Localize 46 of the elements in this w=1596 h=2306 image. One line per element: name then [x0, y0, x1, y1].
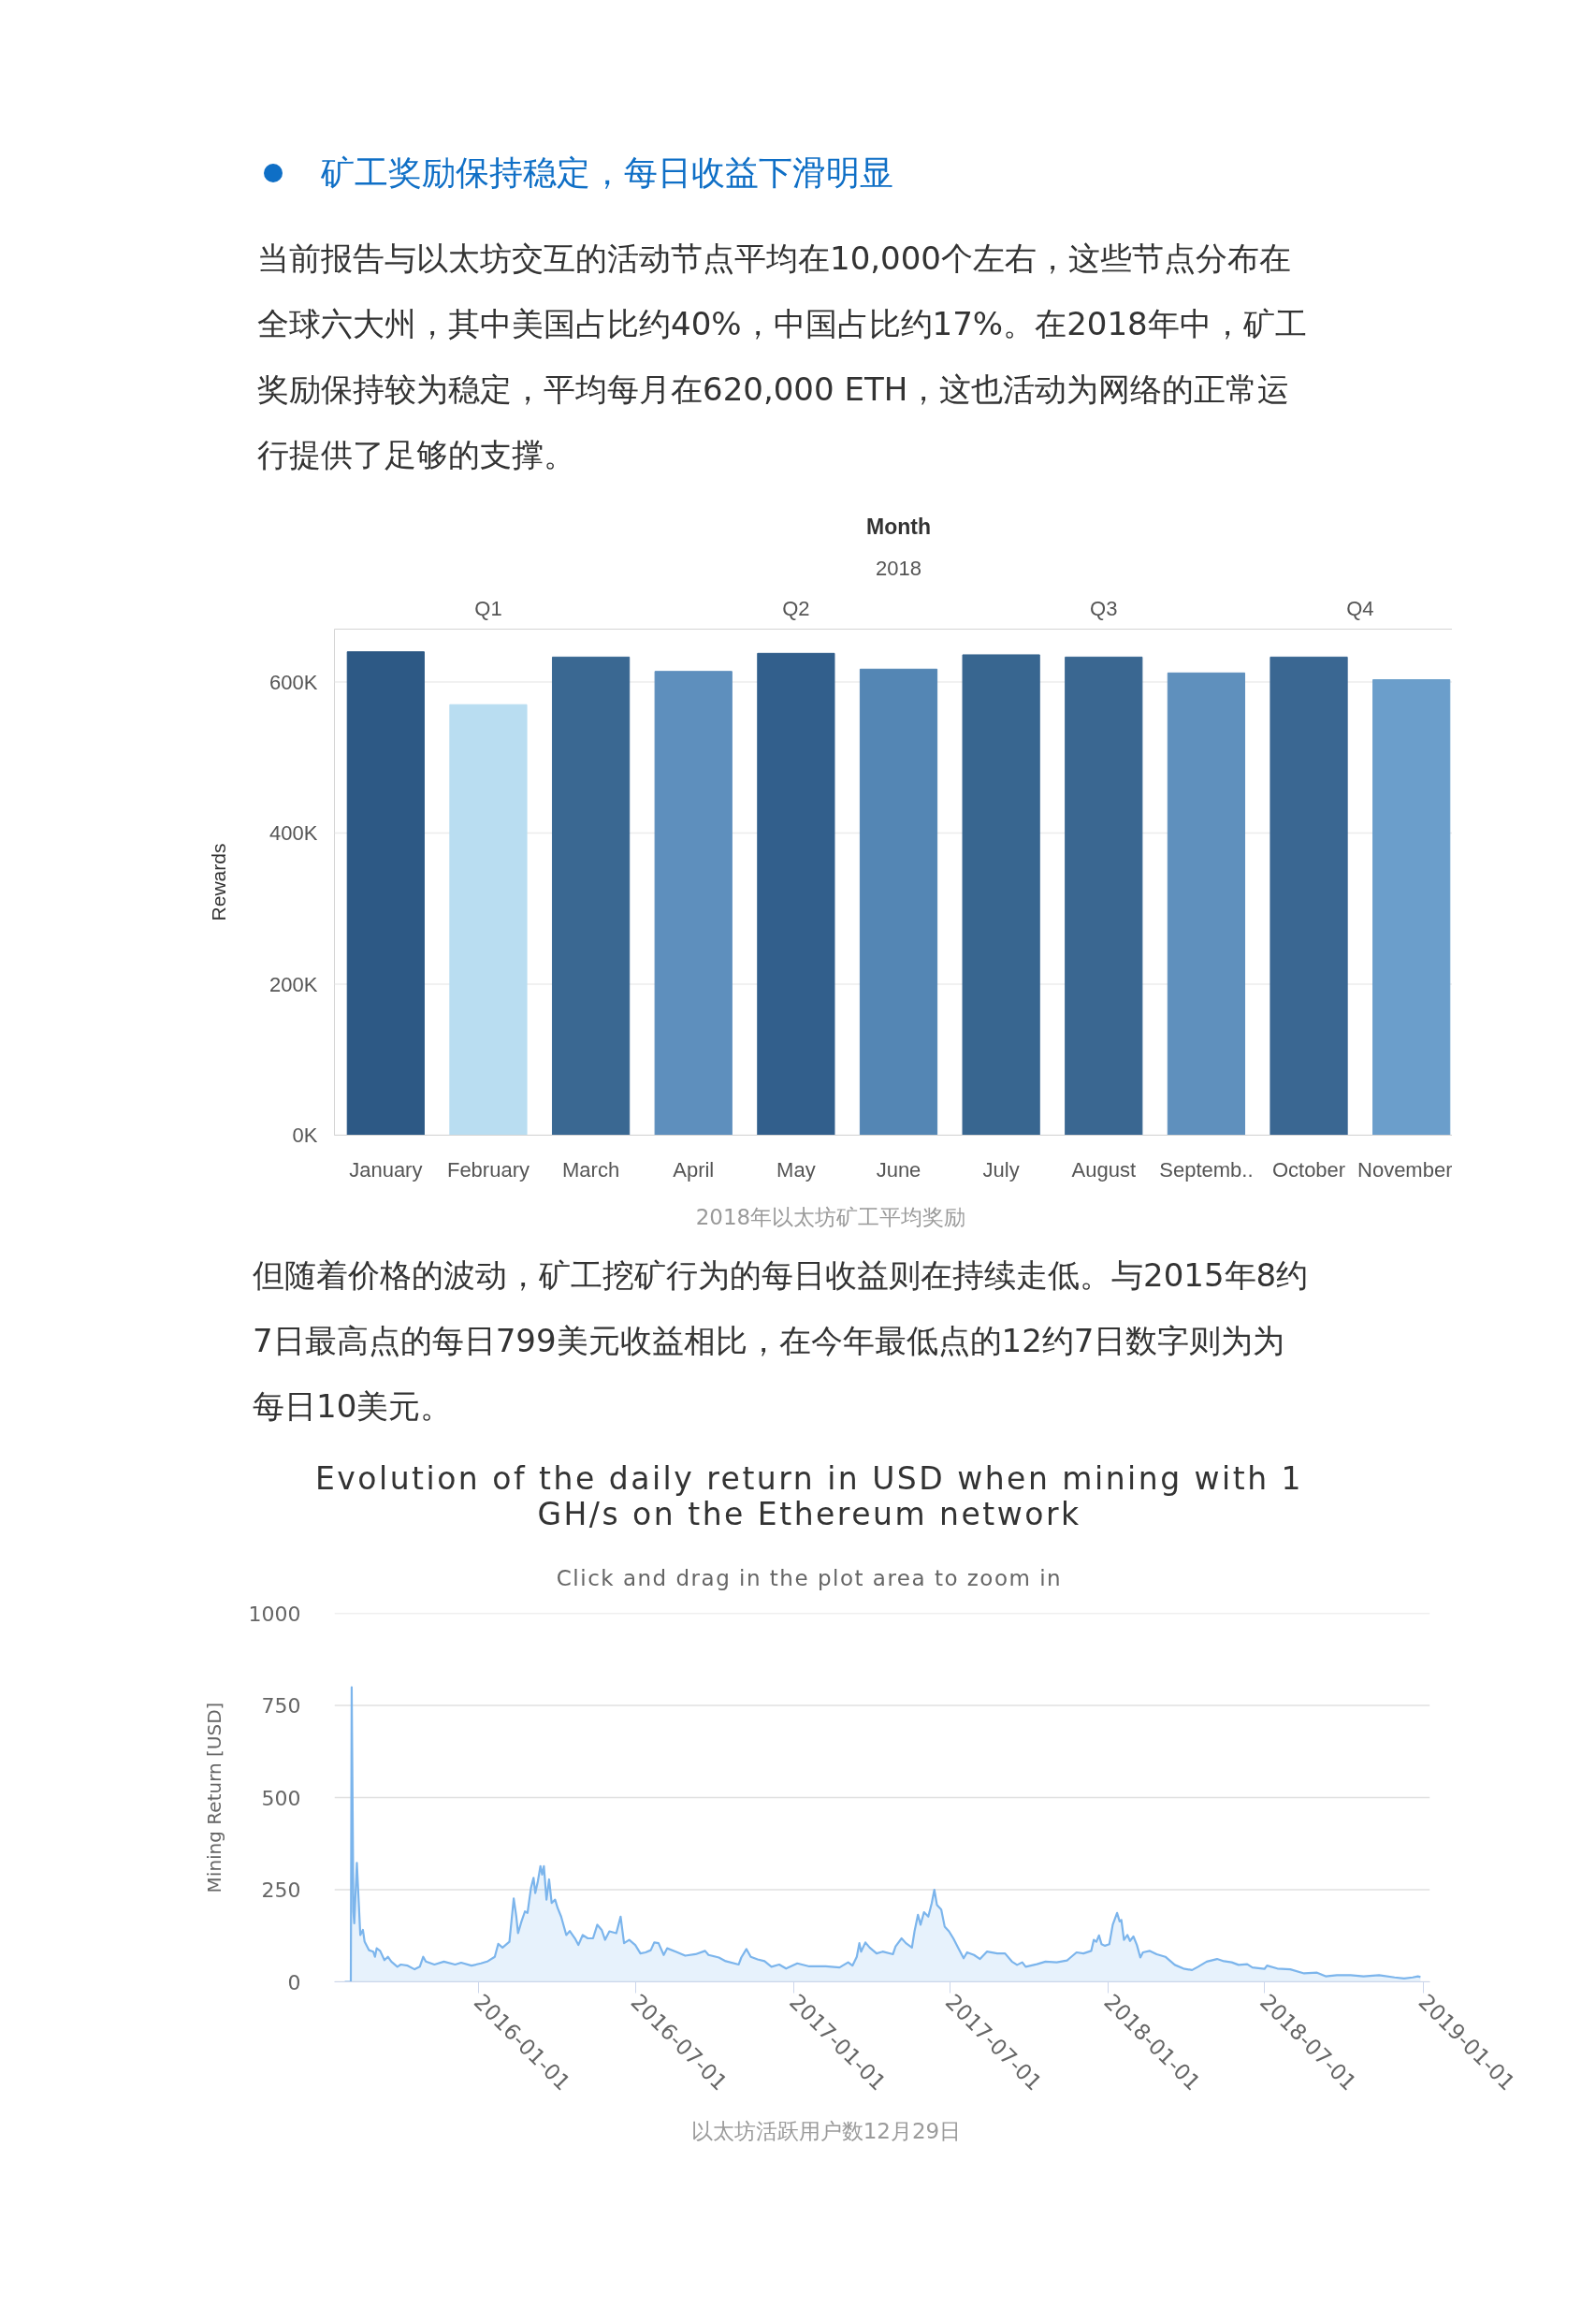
- y-tick-label: 0: [287, 1970, 301, 1994]
- y-tick-label: 400K: [269, 821, 318, 846]
- x-tick-label: March: [562, 1157, 620, 1182]
- y-tick-label: 750: [261, 1694, 301, 1718]
- y-tick-label: 0K: [292, 1124, 318, 1147]
- bar: [962, 654, 1040, 1136]
- text: Q1: [474, 597, 502, 620]
- y-axis-title: Rewards: [208, 843, 230, 921]
- x-tick-label: June: [876, 1157, 921, 1182]
- bar: [1167, 672, 1246, 1136]
- text: Q2: [782, 597, 810, 620]
- text: Q3: [1090, 597, 1118, 620]
- bar: [859, 668, 938, 1136]
- bar: [346, 651, 425, 1136]
- x-tick-label: October: [1271, 1157, 1346, 1182]
- chart-title: Evolution of the daily return in USD when mining with 1 GH/s on the Ethereum network: [313, 1460, 1305, 1532]
- bar: [654, 671, 733, 1136]
- bar: [1270, 656, 1348, 1136]
- text: Q4: [1346, 597, 1374, 620]
- x-tick-label: November: [1357, 1157, 1453, 1182]
- text: 当前报告与以太坊交互的活动节点平均在10,000个左右，这些节点分布在全球六大州，其中美国占比约40%，中国占比约17%。在2018年中，矿工奖励保持较为稳定，平均每月在620,000 ETH，这也活动为网络的正常运行提供了足够的支撑。: [257, 239, 1308, 475]
- text: 2018: [876, 556, 921, 580]
- x-axis-title: Month: [866, 515, 931, 540]
- y-tick-label: 500: [261, 1786, 301, 1810]
- chart-title: 矿工奖励保持稳定，每日收益下滑明显: [321, 152, 893, 194]
- bar: [449, 703, 528, 1136]
- y-axis-title: Mining Return [USD]: [202, 1702, 225, 1893]
- y-tick-label: 600K: [269, 670, 318, 694]
- x-tick-label: January: [349, 1157, 423, 1182]
- text: 但随着价格的波动，矿工挖矿行为的每日收益则在持续走低。与2015年8约7日最高点的每日799美元收益相比，在今年最低点的12约7日数字则为为每日10美元。: [253, 1255, 1310, 1427]
- bar: [1372, 679, 1451, 1136]
- text: 2018年以太坊矿工平均奖励: [694, 1204, 967, 1231]
- bar: [551, 656, 631, 1136]
- bar: [757, 652, 835, 1136]
- x-tick-label: February: [446, 1157, 530, 1182]
- y-tick-label: 1000: [248, 1602, 301, 1626]
- text: 以太坊活跃用户数12月29日: [689, 2118, 963, 2145]
- x-tick-label: Septemb..: [1159, 1157, 1254, 1182]
- x-tick-label: May: [776, 1157, 816, 1182]
- bar: [1065, 656, 1143, 1136]
- y-tick-label: 250: [261, 1878, 301, 1902]
- x-tick-label: July: [982, 1157, 1020, 1182]
- chart-subtitle: Click and drag in the plot area to zoom in: [555, 1565, 1064, 1592]
- x-tick-label: April: [673, 1157, 715, 1182]
- x-tick-label: August: [1071, 1157, 1137, 1182]
- y-tick-label: 200K: [269, 972, 318, 996]
